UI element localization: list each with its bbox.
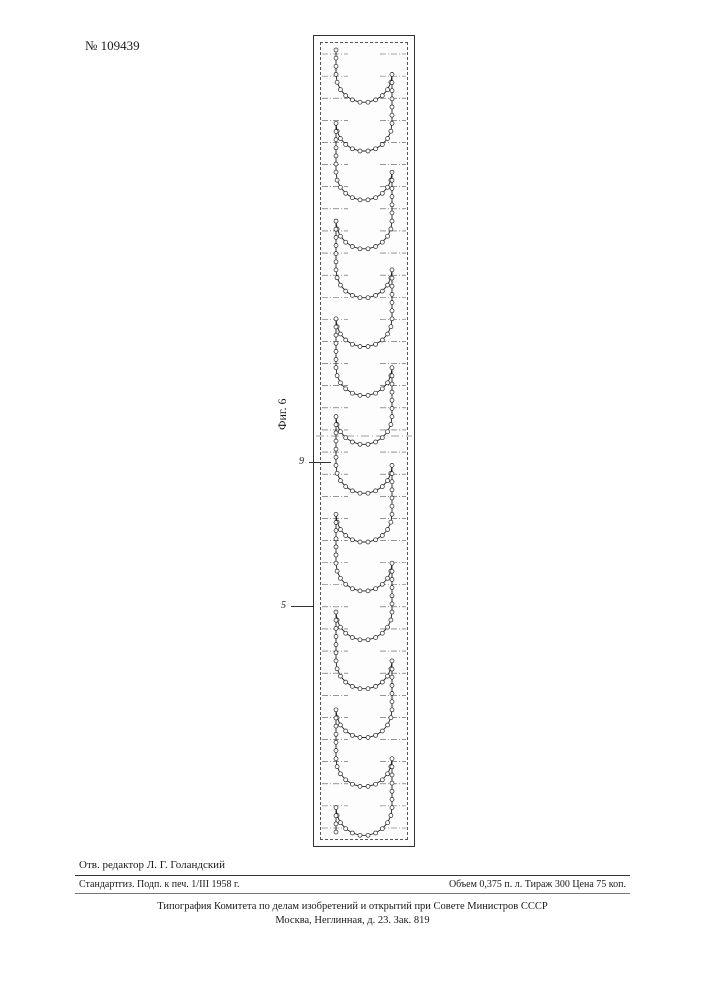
callout-leader — [309, 462, 331, 463]
publisher-right: Объем 0,375 п. л. Тираж 300 Цена 75 коп. — [449, 879, 626, 890]
page-frame: № 109439 — 6 — Фиг. 6 95 Отв. редактор Л… — [75, 30, 630, 930]
divider-2 — [75, 893, 630, 894]
typography-line-1: Типография Комитета по делам изобретений… — [79, 900, 626, 914]
callout-leader — [291, 606, 313, 607]
document-number: № 109439 — [85, 38, 140, 54]
typography-block: Типография Комитета по делам изобретений… — [75, 896, 630, 930]
serpentine-svg — [314, 36, 414, 846]
callout-label: 9 — [299, 456, 304, 467]
footer: Отв. редактор Л. Г. Голандский Стандартг… — [75, 853, 630, 930]
divider-1 — [75, 875, 630, 876]
typography-line-2: Москва, Неглинная, д. 23. Зак. 819 — [79, 914, 626, 928]
figure-diagram — [313, 35, 415, 847]
publisher-row: Стандартгиз. Подп. к печ. 1/III 1958 г. … — [75, 878, 630, 891]
editor-line: Отв. редактор Л. Г. Голандский — [75, 859, 630, 871]
callout-label: 5 — [281, 600, 286, 611]
publisher-left: Стандартгиз. Подп. к печ. 1/III 1958 г. — [79, 879, 240, 890]
figure-label: Фиг. 6 — [275, 399, 290, 430]
